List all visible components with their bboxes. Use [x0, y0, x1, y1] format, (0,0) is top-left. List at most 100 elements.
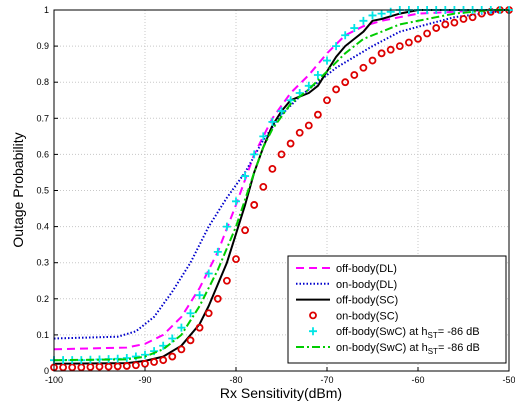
data-point — [395, 42, 404, 50]
data-point — [350, 24, 359, 33]
data-point — [341, 78, 350, 87]
data-point — [277, 107, 286, 116]
x-tick-label: -50 — [502, 375, 515, 385]
x-tick-label: -90 — [138, 375, 151, 385]
series-line — [53, 9, 509, 362]
data-point — [386, 45, 395, 54]
data-point — [59, 363, 67, 372]
series-0 — [53, 9, 509, 351]
x-axis-label: Rx Sensitivity(dBm) — [220, 385, 342, 401]
data-point — [368, 11, 377, 20]
data-point — [377, 9, 386, 18]
data-point — [377, 49, 386, 58]
y-axis-label: Outage Probability — [10, 132, 26, 247]
legend: off-body(DL) on-body(DL) off-body(SC) on-bo… — [287, 255, 507, 364]
y-tick-label: 0.4 — [36, 222, 49, 232]
series-line — [53, 9, 510, 340]
data-point — [86, 363, 95, 371]
y-tick-label: 0.9 — [36, 41, 49, 51]
legend-label: on-body(SC) — [336, 310, 398, 322]
data-point — [268, 164, 277, 173]
data-point — [259, 182, 268, 191]
legend-entry: off-body(SC) — [296, 295, 398, 307]
data-point — [95, 362, 104, 371]
data-point — [186, 309, 195, 318]
data-point — [250, 201, 259, 209]
data-point — [414, 34, 422, 43]
data-point — [177, 345, 186, 354]
legend-label: on-body(DL) — [336, 279, 397, 291]
data-point — [195, 323, 204, 332]
data-point — [359, 16, 368, 25]
data-point — [222, 276, 231, 285]
data-point — [323, 56, 331, 65]
data-point — [68, 363, 77, 372]
data-point — [122, 362, 131, 370]
series-1 — [53, 9, 510, 340]
data-point — [177, 323, 186, 332]
data-point — [159, 356, 168, 365]
data-point — [222, 222, 231, 231]
legend-label: off-body(SwC) at hST= -86 dB — [336, 326, 480, 340]
data-point — [304, 121, 313, 130]
y-tick-label: 0.7 — [36, 113, 49, 123]
data-point — [259, 132, 268, 141]
data-point — [332, 42, 341, 51]
data-point — [332, 85, 341, 94]
data-point — [323, 96, 331, 105]
data-point — [350, 71, 359, 79]
data-point — [432, 24, 441, 32]
tick-layer: -100 -90 -80 -70 -60 -50 0 0.1 0.2 0.3 0.4 0.5 0.6 0.… — [36, 5, 515, 385]
data-point — [359, 63, 368, 72]
x-tick-label: -80 — [229, 375, 242, 385]
data-point — [131, 352, 140, 361]
series-line — [53, 9, 509, 351]
legend-marker — [309, 311, 317, 320]
y-tick-label: 0.3 — [36, 258, 49, 268]
x-tick-label: -100 — [45, 375, 63, 385]
data-point — [386, 7, 395, 16]
data-point — [232, 197, 240, 206]
legend-entry: off-body(DL) — [296, 263, 397, 275]
y-tick-label: 0.5 — [36, 186, 49, 196]
data-point — [204, 309, 213, 318]
y-tick-label: 0.2 — [36, 294, 49, 304]
data-point — [268, 117, 277, 126]
data-point — [159, 341, 168, 350]
data-point — [213, 247, 222, 256]
legend-label: off-body(DL) — [336, 263, 397, 275]
y-tick-label: 1 — [44, 5, 49, 15]
data-point — [295, 128, 304, 137]
series-5 — [53, 9, 509, 362]
y-tick-label: 0.1 — [36, 330, 49, 340]
legend-entry: off-body(SwC) at hST= -86 dB — [309, 326, 480, 340]
data-point — [232, 255, 240, 263]
data-point — [368, 56, 377, 65]
data-point — [423, 29, 432, 38]
data-point — [131, 361, 140, 370]
legend-entry: on-body(DL) — [296, 279, 397, 291]
data-point — [341, 31, 350, 40]
data-point — [450, 18, 459, 27]
legend-box — [287, 255, 507, 364]
data-point — [404, 38, 413, 47]
series-3 — [50, 6, 513, 372]
data-point — [204, 269, 213, 278]
data-point — [141, 359, 149, 368]
legend-label: off-body(SC) — [336, 295, 398, 307]
legend-label: on-body(SwC) at hST= -86 dB — [336, 342, 480, 356]
y-tick-label: 0.8 — [36, 77, 49, 87]
data-point — [104, 362, 113, 371]
data-point — [77, 363, 86, 372]
series-layer — [50, 6, 513, 372]
data-point — [459, 15, 468, 23]
legend-entry: on-body(SC) — [309, 310, 398, 322]
data-point — [277, 150, 286, 159]
data-point — [168, 352, 177, 361]
data-point — [313, 70, 322, 79]
data-point — [213, 294, 222, 303]
data-point — [313, 110, 322, 119]
legend-entry: on-body(SwC) at hST= -86 dB — [296, 342, 480, 356]
data-point — [241, 226, 250, 235]
